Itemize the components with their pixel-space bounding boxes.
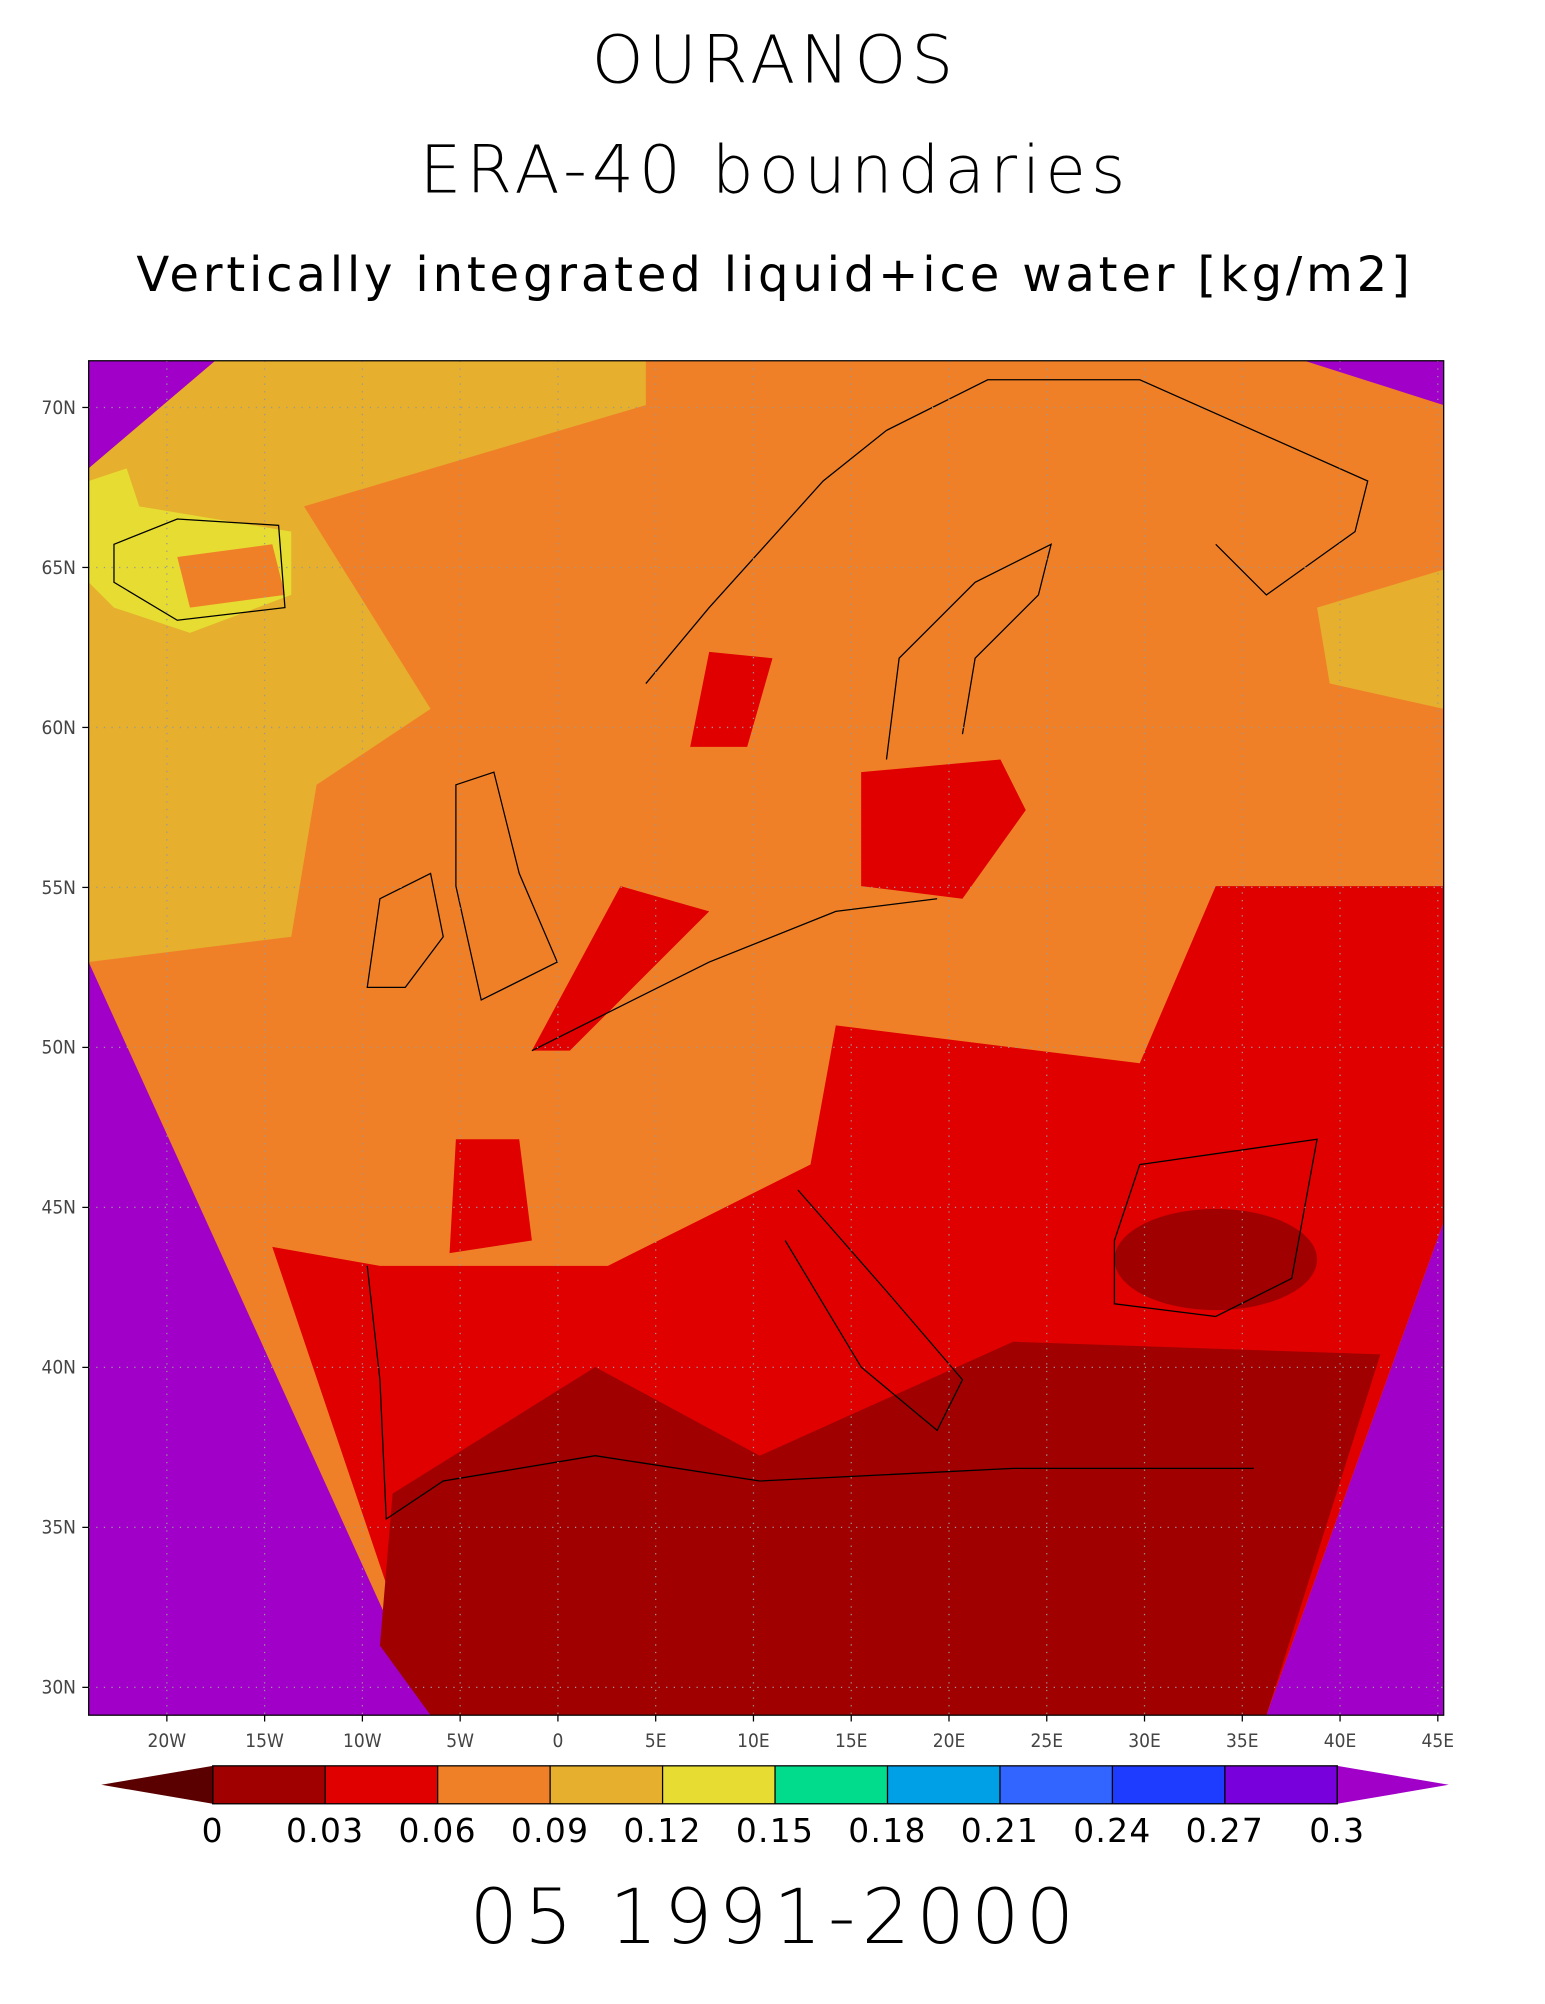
gold-region <box>88 360 646 963</box>
x-tick-label: 35E <box>1226 1730 1259 1752</box>
colorbar-label: 0.15 <box>736 1811 814 1850</box>
colorbar-over <box>1337 1765 1449 1804</box>
biscay-red <box>449 1139 532 1254</box>
colorbar-box <box>1224 1765 1338 1804</box>
colorbar-box <box>887 1765 1000 1804</box>
subtitle: ERA-40 boundaries <box>420 131 1131 208</box>
y-tick-label: 40N <box>41 1357 76 1379</box>
colorbar-label: 0.12 <box>623 1811 701 1850</box>
map-field <box>88 360 1444 1716</box>
colorbar-label: 0.21 <box>961 1811 1039 1850</box>
x-tick-label: 15E <box>835 1730 868 1752</box>
colorbar-label: 0.18 <box>848 1811 926 1850</box>
y-tick-label: 35N <box>41 1517 76 1539</box>
colorbar-box <box>662 1765 776 1804</box>
colorbar-under <box>101 1765 213 1804</box>
x-tick-label: 5E <box>645 1730 667 1752</box>
colorbar-box <box>999 1765 1113 1804</box>
colorbar-box <box>212 1765 326 1804</box>
north-sea-red <box>531 886 710 1051</box>
colorbar-label: 0.03 <box>286 1811 364 1850</box>
colorbar-box <box>550 1765 663 1804</box>
x-tick-label: 25E <box>1030 1730 1063 1752</box>
coastlines <box>113 379 1369 1521</box>
colorbar-box <box>437 1765 551 1804</box>
x-tick-label: 45E <box>1422 1730 1455 1752</box>
x-tick-label: 10W <box>343 1730 382 1752</box>
iceland <box>177 544 285 608</box>
colorbar-label: 0.09 <box>511 1811 589 1850</box>
x-tick-label: 20W <box>148 1730 187 1752</box>
y-tick-label: 70N <box>41 397 76 419</box>
x-tick-label: 40E <box>1324 1730 1357 1752</box>
x-tick-label: 30E <box>1128 1730 1161 1752</box>
y-tick-label: 50N <box>41 1037 76 1059</box>
colorbar-label: 0.27 <box>1186 1811 1264 1850</box>
x-tick-label: 15W <box>245 1730 284 1752</box>
y-tick-label: 45N <box>41 1197 76 1219</box>
baltic-red <box>861 759 1026 899</box>
title: OURANOS <box>592 21 958 98</box>
x-tick-label: 20E <box>933 1730 966 1752</box>
x-tick-label: 0 <box>552 1730 563 1752</box>
colorbar-label: 0 <box>202 1811 224 1850</box>
y-tick-label: 65N <box>41 557 76 579</box>
colorbar-label: 0.06 <box>398 1811 476 1850</box>
colorbar-label: 0.3 <box>1309 1811 1365 1850</box>
y-tick-label: 30N <box>41 1677 76 1699</box>
frame <box>88 360 1445 1716</box>
black-sea <box>1114 1208 1318 1311</box>
colorbar-box <box>325 1765 438 1804</box>
colorbar-box <box>1112 1765 1225 1804</box>
y-tick-label: 55N <box>41 877 76 899</box>
y-tick-label: 60N <box>41 717 76 739</box>
x-tick-label: 10E <box>737 1730 770 1752</box>
variable-label: Vertically integrated liquid+ice water [… <box>136 247 1413 303</box>
colorbar-box <box>775 1765 888 1804</box>
x-tick-label: 5W <box>446 1730 474 1752</box>
darkred-region <box>379 1341 1381 1716</box>
norway-red <box>690 651 773 747</box>
colorbar-label: 0.24 <box>1073 1811 1151 1850</box>
east-gold <box>1317 569 1444 709</box>
period-label: 05 1991-2000 <box>470 1872 1081 1961</box>
colorbar: 0 0.03 0.06 0.09 0.12 0.15 0.18 0.21 0.24 0.27 0.3 <box>101 1765 1449 1850</box>
